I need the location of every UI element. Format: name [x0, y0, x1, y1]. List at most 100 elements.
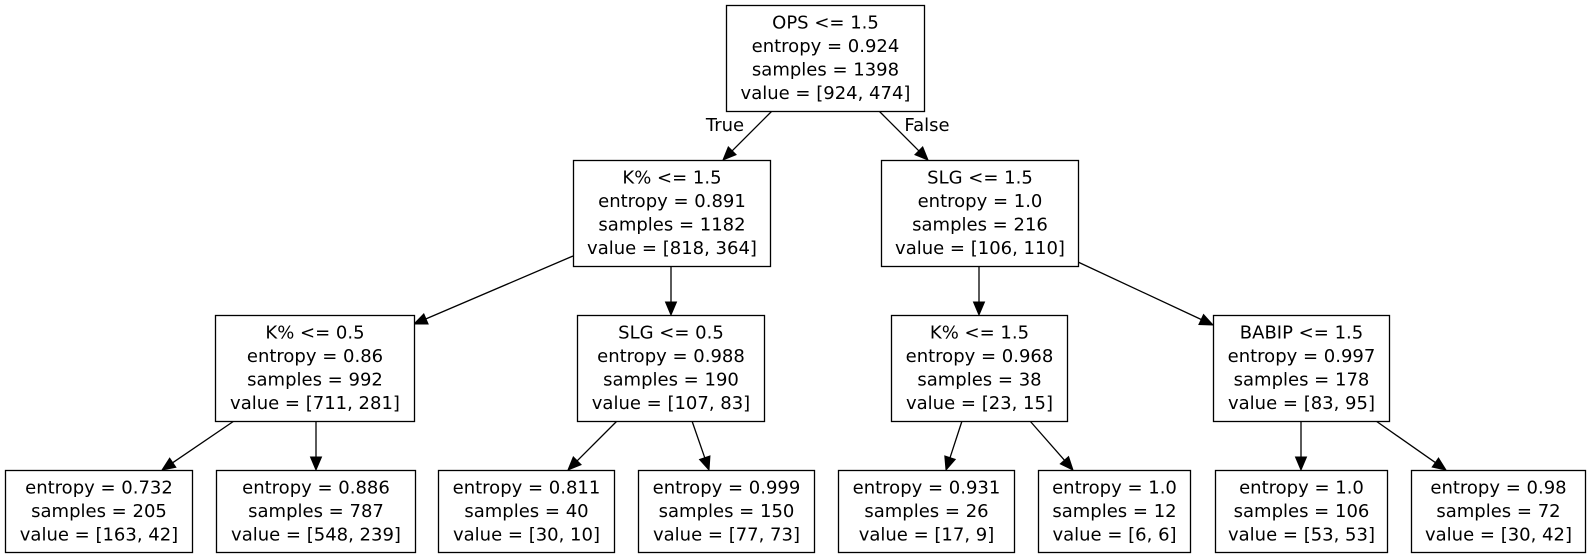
node-box: [576, 314, 766, 423]
node-text-line: samples = 72: [1436, 501, 1560, 522]
node-text-line: value = [30, 10]: [453, 524, 600, 545]
edge-line: [1375, 420, 1436, 464]
node-text-line: samples = 992: [247, 370, 383, 391]
edge-line: [731, 110, 773, 152]
node-text-line: K% <= 1.5: [930, 323, 1029, 344]
edge-n0-n1: True: [705, 110, 773, 161]
edge-label: False: [904, 115, 949, 136]
edge-line: [576, 420, 618, 462]
node-text-line: value = [163, 42]: [20, 524, 178, 545]
node-text-line: value = [711, 281]: [230, 393, 400, 414]
node-box: [880, 159, 1080, 268]
node-box: [1212, 314, 1391, 423]
edge-n6-n14: [1375, 420, 1448, 471]
edge-n0-n2: False: [878, 110, 950, 161]
node-text-line: value = [83, 95]: [1228, 393, 1375, 414]
edge-n5-n12: [1029, 420, 1074, 471]
node-text-line: entropy = 0.924: [752, 36, 900, 57]
node-text-line: samples = 1398: [752, 60, 899, 81]
edge-line: [1029, 420, 1065, 461]
edge-n1-n4: [664, 266, 678, 317]
node-text-line: entropy = 0.811: [453, 477, 601, 498]
node-text-line: samples = 205: [31, 501, 167, 522]
edge-n4-n10: [691, 420, 711, 472]
edge-label: True: [705, 115, 744, 136]
node-text-line: entropy = 1.0: [1239, 477, 1364, 498]
node-text-line: value = [77, 73]: [653, 524, 800, 545]
node-text-line: value = [17, 9]: [859, 524, 995, 545]
node-text-line: K% <= 1.5: [622, 168, 721, 189]
arrow-head-icon: [160, 457, 177, 471]
node-text-line: value = [818, 364]: [587, 238, 757, 259]
node-text-line: samples = 38: [917, 370, 1041, 391]
node-text-line: value = [548, 239]: [231, 524, 401, 545]
arrow-head-icon: [412, 312, 429, 325]
node-text-line: entropy = 0.886: [242, 477, 390, 498]
edge-line: [172, 420, 235, 464]
arrow-head-icon: [567, 456, 582, 471]
node-text-line: entropy = 0.968: [906, 346, 1054, 367]
edge-n5-n11: [944, 420, 963, 472]
node-text-line: entropy = 0.86: [247, 346, 383, 367]
node-text-line: value = [30, 42]: [1425, 524, 1572, 545]
node-text-line: samples = 106: [1234, 501, 1370, 522]
node-text-line: entropy = 0.997: [1228, 346, 1376, 367]
node-text-line: samples = 150: [659, 501, 795, 522]
edge-n4-n9: [567, 420, 618, 471]
edge-n1-n3: [412, 255, 574, 325]
node-text-line: value = [106, 110]: [895, 238, 1065, 259]
node-text-line: entropy = 1.0: [918, 191, 1043, 212]
node-text-line: samples = 12: [1052, 501, 1176, 522]
node-text-line: samples = 178: [1234, 370, 1370, 391]
arrow-head-icon: [1198, 313, 1215, 326]
edge-line: [1077, 261, 1202, 321]
node-text-line: entropy = 1.0: [1052, 477, 1177, 498]
arrow-head-icon: [914, 146, 929, 161]
node-text-line: OPS <= 1.5: [772, 13, 879, 34]
node-text-line: value = [6, 6]: [1052, 524, 1176, 545]
arrow-head-icon: [944, 455, 957, 472]
edge-line: [691, 420, 706, 458]
node-text-line: entropy = 0.98: [1430, 477, 1566, 498]
node-text-line: K% <= 0.5: [265, 323, 364, 344]
node-box: [1037, 469, 1192, 554]
edge-n3-n7: [160, 420, 235, 471]
arrow-head-icon: [1431, 457, 1448, 471]
arrow-head-icon: [664, 301, 678, 317]
edge-line: [425, 255, 574, 320]
node-box: [837, 469, 1016, 554]
node-text-line: SLG <= 1.5: [927, 168, 1033, 189]
edge-line: [878, 110, 920, 152]
node-text-line: BABIP <= 1.5: [1240, 323, 1363, 344]
node-text-line: samples = 787: [248, 501, 384, 522]
node-text-line: entropy = 0.732: [25, 477, 173, 498]
node-text-line: entropy = 0.891: [598, 191, 746, 212]
arrow-head-icon: [722, 146, 737, 161]
node-text-line: samples = 190: [603, 370, 739, 391]
arrow-head-icon: [972, 301, 986, 317]
arrow-head-icon: [698, 455, 711, 472]
node-box: [1410, 469, 1587, 554]
edges-layer: True False: [160, 110, 1448, 472]
arrow-head-icon: [1059, 455, 1074, 471]
node-text-line: SLG <= 0.5: [618, 323, 724, 344]
node-text-line: value = [23, 15]: [906, 393, 1053, 414]
edge-line: [949, 420, 963, 458]
node-box: [637, 469, 816, 554]
arrow-head-icon: [1294, 456, 1308, 472]
node-text-line: samples = 216: [912, 215, 1048, 236]
